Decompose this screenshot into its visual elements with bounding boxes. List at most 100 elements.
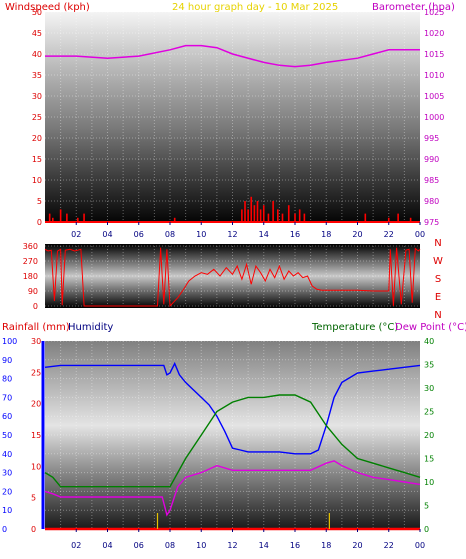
x-tick-label: 06 bbox=[134, 230, 144, 239]
x-tick-label: 00 bbox=[415, 230, 425, 239]
x-tick-label: 16 bbox=[290, 541, 300, 550]
graph-title: 24 hour graph day - 10 Mar 2025 bbox=[172, 2, 338, 13]
wind-direction-plot-area bbox=[45, 244, 420, 308]
wind-direction-grid bbox=[45, 245, 420, 307]
wind-speed-bar bbox=[281, 213, 284, 222]
temperature-axis-label: Temperature (°C) bbox=[311, 322, 398, 333]
x-tick-label: 02 bbox=[71, 230, 81, 239]
x-tick-label: 12 bbox=[227, 541, 237, 550]
y-tick-label-windspeed: 45 bbox=[32, 29, 42, 38]
wind-speed-bar bbox=[247, 209, 249, 222]
wind-speed-bar bbox=[294, 213, 296, 222]
wind-direction-ticks: 0 90 180 270 360 bbox=[23, 242, 38, 311]
y-tick-label-rainfall: 15 bbox=[31, 431, 41, 440]
y-tick-label-temperature: 20 bbox=[424, 431, 434, 440]
x-tick-label: 10 bbox=[196, 230, 206, 239]
wind-speed-bar bbox=[259, 209, 262, 222]
y-tick-label-humidity: 20 bbox=[2, 487, 12, 496]
dew-point-axis-label: Dew Point (°C) bbox=[395, 322, 466, 333]
wind-direction-series bbox=[44, 247, 421, 308]
y-tick-label-temperature: 5 bbox=[424, 502, 429, 511]
y-tick-label-windspeed: 40 bbox=[32, 50, 42, 59]
y-tick-label-windspeed: 50 bbox=[32, 8, 42, 17]
x-tick-label: 14 bbox=[259, 541, 269, 550]
y-tick-label-humidity: 30 bbox=[2, 469, 12, 478]
x-tick-label: 20 bbox=[352, 541, 362, 550]
wind-speed-bar bbox=[244, 201, 246, 222]
y-tick-label-temperature: 0 bbox=[424, 525, 429, 534]
wind-speed-bar bbox=[387, 217, 390, 222]
wind-speed-bar bbox=[173, 217, 176, 222]
y-tick-label-windspeed: 10 bbox=[32, 176, 42, 185]
y-tick-label-direction: 180 bbox=[23, 272, 38, 281]
x-tick-label: 22 bbox=[384, 541, 394, 550]
wind-speed-bar bbox=[397, 213, 399, 222]
y-tick-label-barometer: 1025 bbox=[424, 8, 444, 17]
x-tick-label: 02 bbox=[71, 541, 81, 550]
dew-point-line bbox=[44, 460, 421, 517]
wind-speed-bar bbox=[48, 213, 51, 222]
y-tick-label-windspeed: 0 bbox=[37, 218, 42, 227]
wind-speed-bar bbox=[52, 217, 54, 222]
y-tick-label-temperature: 40 bbox=[424, 337, 434, 346]
y-tick-label-windspeed: 20 bbox=[32, 134, 42, 143]
y-tick-label-temperature: 25 bbox=[424, 408, 434, 417]
y-tick-label-barometer: 1000 bbox=[424, 113, 444, 122]
compass-label: N bbox=[434, 238, 441, 249]
y-tick-label-windspeed: 15 bbox=[32, 155, 42, 164]
y-tick-label-windspeed: 5 bbox=[37, 197, 42, 206]
y-tick-label-humidity: 60 bbox=[2, 412, 12, 421]
x-tick-label: 08 bbox=[165, 541, 175, 550]
y-tick-label-barometer: 1010 bbox=[424, 71, 444, 80]
wind-speed-bar bbox=[272, 201, 274, 222]
barometer-line bbox=[45, 44, 420, 68]
y-tick-label-temperature: 30 bbox=[424, 384, 434, 393]
y-tick-label-windspeed: 35 bbox=[32, 71, 42, 80]
rainfall-axis-label: Rainfall (mm) bbox=[2, 322, 70, 333]
y-tick-label-rainfall: 20 bbox=[31, 400, 41, 409]
y-tick-label-rainfall: 10 bbox=[31, 462, 41, 471]
x-tick-label: 12 bbox=[227, 230, 237, 239]
x-tick-label: 18 bbox=[321, 541, 331, 550]
x-tick-label: 00 bbox=[415, 541, 425, 550]
x-tick-label: 18 bbox=[321, 230, 331, 239]
wind-speed-bar bbox=[250, 196, 253, 222]
y-tick-label-barometer: 980 bbox=[424, 197, 439, 206]
y-tick-label-rainfall: 30 bbox=[31, 337, 41, 346]
wind-speed-bar bbox=[287, 205, 290, 222]
wind-speed-bar bbox=[298, 209, 301, 222]
y-tick-label-humidity: 90 bbox=[2, 356, 12, 365]
y-tick-label-rainfall: 0 bbox=[31, 525, 36, 534]
wind-speed-bar bbox=[241, 209, 243, 222]
y-tick-label-temperature: 35 bbox=[424, 361, 434, 370]
y-tick-label-barometer: 1015 bbox=[424, 50, 444, 59]
y-tick-label-humidity: 70 bbox=[2, 393, 12, 402]
humidity-axis-label: Humidity bbox=[68, 322, 113, 333]
wind-speed-bar bbox=[256, 201, 259, 222]
y-tick-label-temperature: 10 bbox=[424, 478, 434, 487]
compass-label: W bbox=[433, 256, 443, 267]
wind-speed-bar bbox=[364, 213, 367, 222]
humidity-line bbox=[44, 361, 421, 455]
x-tick-label: 16 bbox=[290, 230, 300, 239]
y-tick-label-barometer: 1020 bbox=[424, 29, 444, 38]
y-tick-label-direction: 90 bbox=[28, 287, 38, 296]
y-tick-label-rainfall: 25 bbox=[31, 368, 41, 377]
y-tick-label-rainfall: 5 bbox=[31, 494, 36, 503]
compass-label: S bbox=[435, 274, 441, 285]
wind-speed-bar bbox=[277, 209, 279, 222]
y-tick-label-temperature: 15 bbox=[424, 455, 434, 464]
wind-baro-plot-area bbox=[45, 12, 420, 222]
y-tick-label-windspeed: 25 bbox=[32, 113, 42, 122]
y-tick-label-humidity: 40 bbox=[2, 450, 12, 459]
y-tick-label-humidity: 100 bbox=[2, 337, 17, 346]
x-tick-label: 10 bbox=[196, 541, 206, 550]
compass-label: E bbox=[435, 292, 441, 303]
x-tick-label: 08 bbox=[165, 230, 175, 239]
x-tick-label: 22 bbox=[384, 230, 394, 239]
y-tick-label-barometer: 975 bbox=[424, 218, 439, 227]
wind-speed-bar bbox=[77, 217, 79, 222]
wind-speed-bar bbox=[409, 217, 412, 222]
